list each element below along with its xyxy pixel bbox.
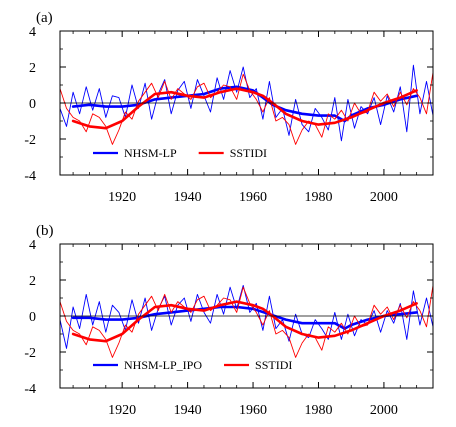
series-group — [60, 64, 433, 145]
y-tick-label: 4 — [29, 25, 36, 40]
x-tick-label: 1980 — [304, 190, 332, 205]
y-tick-label: 4 — [29, 238, 36, 253]
chart-panel-a: -4 -2 0 2 4 1920 1940 1960 1980 2000 (a) NHSM-LP SST… — [24, 10, 434, 205]
x-tick-label: 1960 — [239, 190, 267, 205]
smoothed-series-line-1 — [71, 305, 418, 330]
x-tick-label: 1980 — [304, 403, 332, 418]
legend-label: SSTIDI — [255, 358, 292, 372]
y-tick-label: 2 — [29, 274, 36, 289]
x-tick-label: 2000 — [370, 403, 398, 418]
x-tick-label: 1920 — [108, 190, 136, 205]
x-tick-label: 1940 — [174, 190, 202, 205]
y-tick-label: -4 — [24, 169, 36, 184]
chart-panel-b: -4 -2 0 2 4 1920 1940 1960 1980 2000 (b) NHSM-LP_IP… — [24, 223, 434, 418]
panel-label: (b) — [36, 223, 54, 239]
y-tick-label: 0 — [29, 97, 36, 112]
series-group — [60, 284, 433, 358]
legend-label: SSTIDI — [230, 146, 267, 160]
y-tick-label: 0 — [29, 310, 36, 325]
legend-label: NHSM-LP_IPO — [124, 358, 202, 372]
x-tick-label: 2000 — [370, 190, 398, 205]
x-tick-label: 1920 — [108, 403, 136, 418]
legend-label: NHSM-LP — [124, 146, 177, 160]
y-tick-label: -2 — [24, 133, 36, 148]
y-tick-label: 2 — [29, 61, 36, 76]
smoothed-series-line-3 — [71, 87, 418, 130]
y-tick-label: -4 — [24, 382, 36, 397]
panel-label: (a) — [36, 10, 53, 26]
x-tick-label: 1940 — [174, 403, 202, 418]
smoothed-series-line-3 — [71, 300, 418, 343]
y-tick-label: -2 — [24, 346, 36, 361]
x-tick-label: 1960 — [239, 403, 267, 418]
